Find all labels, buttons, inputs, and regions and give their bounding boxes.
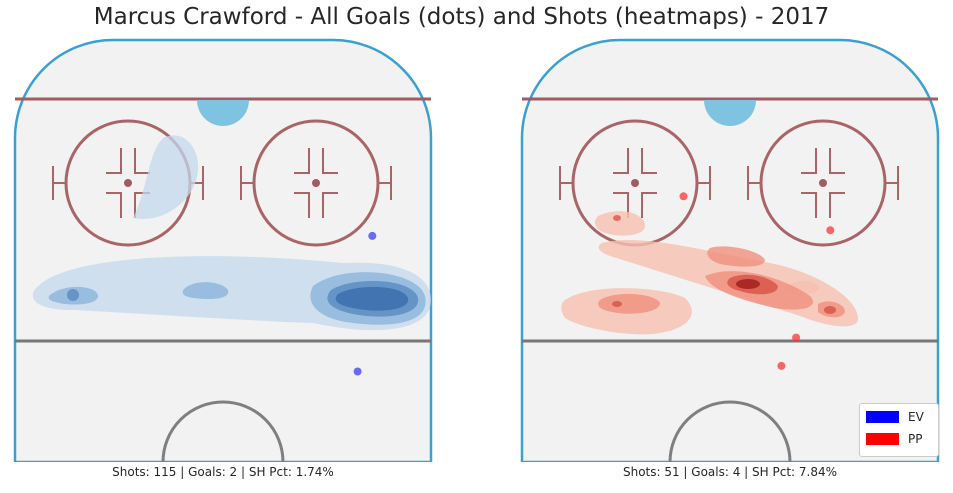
chart-title: Marcus Crawford - All Goals (dots) and S… — [93, 4, 830, 30]
ev-shot-summary: Shots: 115 | Goals: 2 | SH Pct: 1.74% — [112, 465, 334, 479]
goal-dots-ev — [353, 231, 377, 376]
rink-panel-ev — [13, 38, 433, 462]
goal-dot — [792, 333, 801, 342]
goal-dots-pp — [679, 192, 835, 370]
rink-panel-pp — [520, 38, 940, 462]
goal-dot — [353, 367, 362, 376]
shot-heatmap-ev — [32, 135, 432, 331]
shot-heatmap-pp — [561, 211, 859, 335]
legend-swatch-pp — [866, 432, 899, 445]
goal-dot — [679, 192, 688, 201]
legend: EV PP — [859, 403, 939, 457]
legend-item-pp: PP — [866, 431, 922, 447]
legend-label-ev: EV — [908, 409, 924, 424]
legend-label-pp: PP — [908, 431, 923, 446]
legend-swatch-ev — [866, 410, 899, 423]
goal-dot — [368, 231, 377, 240]
goal-dot — [826, 226, 835, 235]
legend-item-ev: EV — [866, 409, 924, 425]
rink-surface — [13, 38, 433, 462]
goal-dot — [777, 361, 786, 370]
pp-shot-summary: Shots: 51 | Goals: 4 | SH Pct: 7.84% — [622, 465, 838, 479]
